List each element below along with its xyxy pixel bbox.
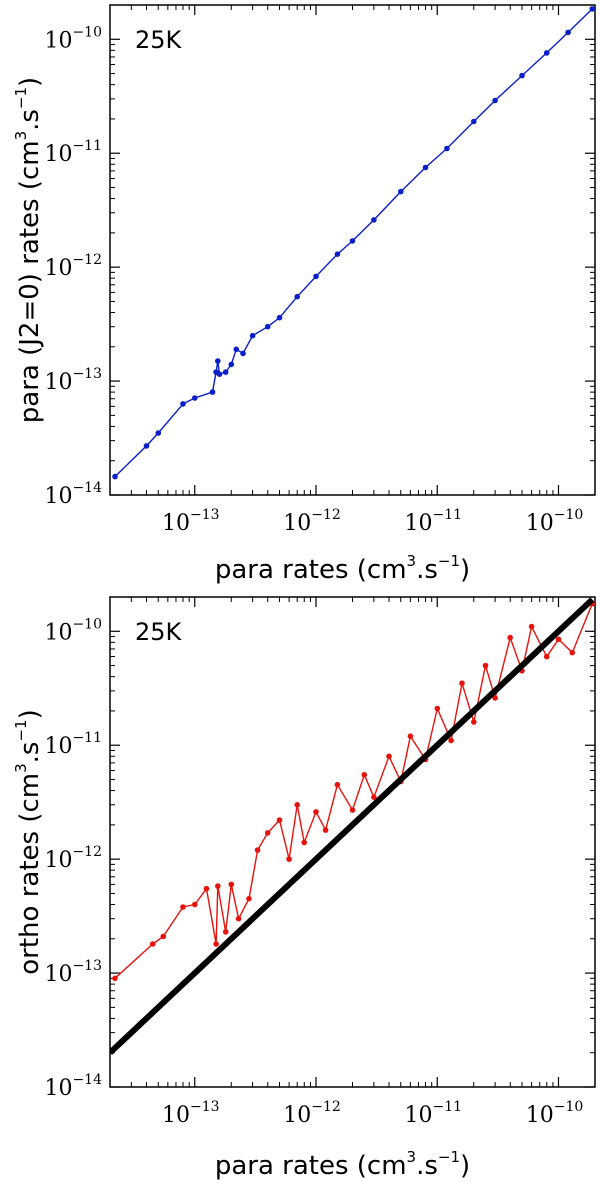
x-axis-label: para rates (cm3.s−1) — [215, 552, 470, 585]
data-point — [371, 217, 377, 223]
data-point — [371, 794, 377, 800]
data-point — [528, 623, 535, 630]
data-point — [569, 649, 576, 656]
data-point — [313, 809, 319, 815]
x-tick-label: 10−13 — [162, 1099, 220, 1128]
y-tick-label: 10−14 — [44, 1072, 102, 1101]
data-point — [349, 807, 356, 813]
y-tick-label: 10−14 — [44, 480, 102, 509]
data-point — [313, 273, 319, 280]
data-point — [249, 332, 256, 339]
plot-area — [110, 597, 595, 1055]
data-point — [235, 915, 242, 922]
data-point — [444, 145, 450, 152]
x-axis-label: para rates (cm3.s−1) — [215, 1148, 470, 1181]
data-point — [216, 371, 223, 378]
data-point — [386, 753, 392, 760]
data-point — [276, 817, 283, 823]
data-point — [301, 839, 308, 846]
data-point — [215, 358, 221, 364]
data-point — [254, 847, 261, 853]
data-point — [180, 904, 186, 910]
x-tick-label: 10−11 — [404, 507, 462, 536]
y-tick-label: 10−13 — [44, 958, 102, 987]
data-point — [155, 430, 162, 436]
data-point — [398, 188, 404, 195]
data-point — [407, 733, 414, 739]
y-axis-label: ortho rates (cm3.s−1) — [12, 709, 45, 974]
data-point — [294, 802, 301, 808]
data-point — [448, 737, 454, 744]
y-tick-label: 10−12 — [44, 844, 102, 873]
data-point — [519, 72, 525, 79]
chart-panel-1: 10−13 10−12 10−11 10−10 10−14 10−13 10−12 10−11… — [12, 4, 596, 585]
data-point — [246, 895, 252, 902]
data-point — [209, 389, 216, 395]
data-point — [240, 350, 246, 357]
data-point — [349, 238, 356, 244]
data-point — [492, 695, 498, 701]
data-point — [112, 975, 118, 982]
data-point — [143, 443, 150, 449]
data-point — [555, 636, 562, 643]
data-point — [192, 901, 198, 908]
data-point — [233, 346, 240, 353]
data-point — [294, 293, 301, 300]
data-point — [471, 719, 477, 725]
data-point — [334, 781, 341, 788]
y-tick-label: 10−13 — [44, 366, 102, 395]
data-point — [222, 929, 229, 935]
x-tick-label: 10−13 — [162, 507, 220, 536]
data-point — [286, 856, 292, 862]
data-point — [322, 827, 329, 833]
y-tick-label: 10−12 — [44, 252, 102, 281]
data-point — [228, 361, 235, 368]
data-point — [276, 314, 283, 321]
data-point — [149, 941, 156, 947]
data-point — [215, 883, 221, 889]
data-point — [264, 323, 271, 330]
series-line-y-x — [110, 597, 595, 1055]
data-point — [334, 251, 341, 257]
data-point — [264, 830, 271, 836]
data-point — [228, 881, 235, 888]
data-point — [565, 29, 571, 36]
data-point — [434, 705, 441, 712]
data-point — [492, 97, 498, 104]
data-point — [482, 662, 489, 669]
x-tick-label: 10−10 — [526, 507, 584, 536]
chart-panel-2: 10−13 10−12 10−11 10−10 10−14 10−13 10−12 10−11… — [12, 596, 596, 1181]
data-point — [160, 933, 167, 940]
data-point — [361, 772, 368, 778]
data-point — [589, 6, 595, 12]
data-point — [203, 885, 210, 892]
y-tick-label: 10−11 — [44, 730, 102, 759]
temperature-annotation: 25K — [135, 26, 183, 54]
x-tick-label: 10−10 — [526, 1099, 584, 1128]
data-point — [112, 473, 118, 480]
data-point — [543, 653, 550, 660]
plot-area — [112, 6, 595, 480]
data-point — [459, 680, 465, 686]
plot-frame — [109, 4, 596, 496]
data-point — [507, 634, 513, 641]
temperature-annotation: 25K — [135, 618, 183, 646]
data-point — [543, 50, 550, 56]
data-point — [422, 164, 429, 171]
data-point — [222, 369, 229, 375]
x-tick-label: 10−11 — [404, 1099, 462, 1128]
y-tick-label: 10−10 — [44, 616, 102, 645]
data-point — [213, 941, 219, 947]
series-line-ortho — [114, 603, 593, 979]
y-axis-label: para (J2=0) rates (cm3.s−1) — [12, 77, 45, 423]
x-tick-label: 10−12 — [283, 1099, 341, 1128]
x-tick-label: 10−12 — [283, 507, 341, 536]
series-line-para-j2-0- — [114, 8, 593, 478]
data-point — [192, 395, 198, 401]
data-point — [471, 118, 477, 125]
y-tick-label: 10−11 — [44, 138, 102, 167]
data-point — [180, 401, 186, 407]
y-tick-label: 10−10 — [44, 24, 102, 53]
